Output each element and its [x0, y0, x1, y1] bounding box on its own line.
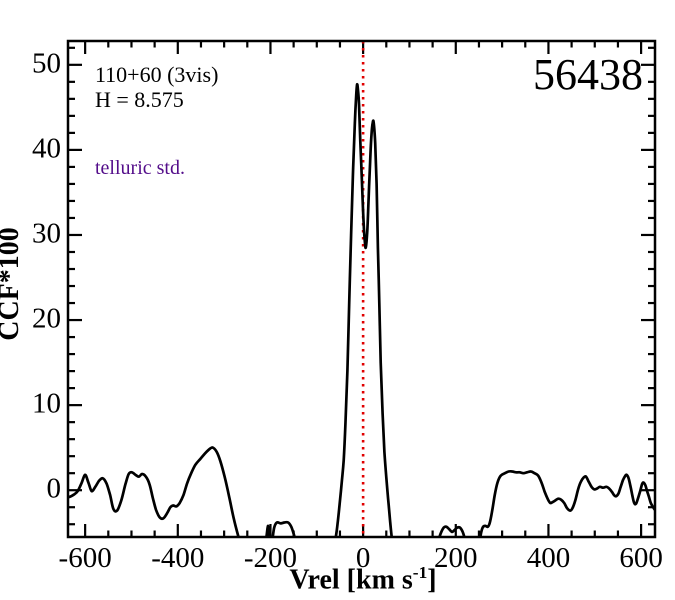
x-tick-label: -600 [58, 542, 112, 574]
plot-frame [66, 39, 657, 539]
y-tick-label: 50 [32, 47, 61, 80]
y-tick-label: 10 [32, 387, 61, 420]
x-tick-label: 400 [526, 542, 571, 574]
classification-label: telluric std. [95, 157, 185, 179]
x-tick-label: 0 [355, 542, 371, 574]
x-axis-title-superscript: -1 [412, 563, 428, 582]
x-tick-label: -400 [151, 542, 205, 574]
target-name-label: 110+60 (3vis) [95, 62, 219, 87]
y-tick-label: 20 [32, 302, 61, 335]
ccf-curve [69, 82, 654, 536]
mjd-label: 56438 [533, 50, 643, 99]
x-tick-label: 200 [434, 542, 478, 574]
h-magnitude-label: H = 8.575 [95, 87, 184, 112]
x-axis-title-main: Vrel [km s [289, 564, 413, 596]
y-tick-label: 30 [32, 217, 61, 250]
x-tick-label: 600 [619, 542, 663, 574]
x-axis-title-end: ] [427, 564, 437, 596]
x-axis-title: Vrel [km s-1] [289, 563, 437, 596]
y-axis-title: CCF*100 [0, 227, 25, 341]
y-tick-label: 0 [46, 472, 62, 505]
y-tick-label: 40 [32, 132, 61, 165]
x-tick-label: -200 [243, 542, 298, 574]
